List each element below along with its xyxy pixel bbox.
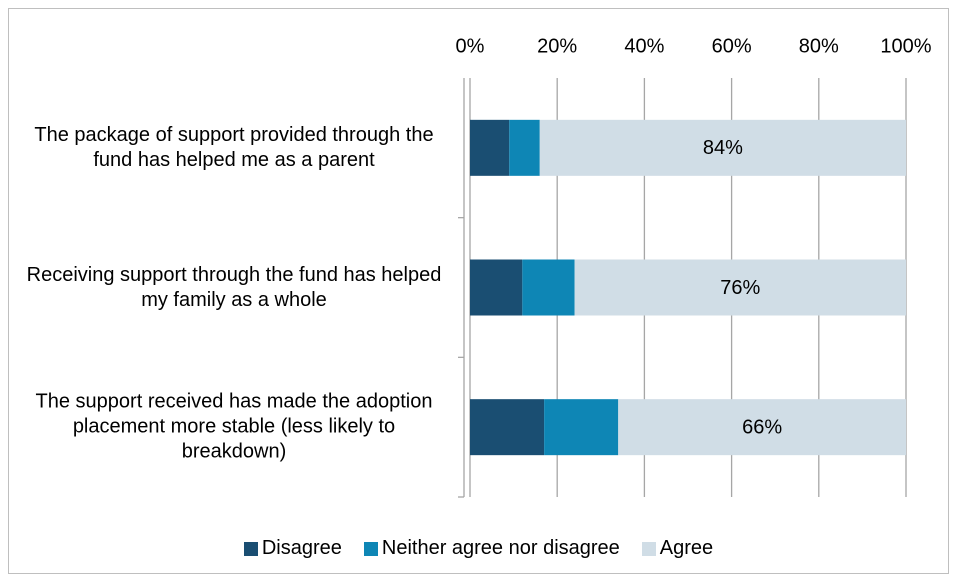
x-tick-label: 40% [624, 35, 664, 57]
data-label: 84% [703, 137, 743, 159]
x-tick-label: 60% [712, 35, 752, 57]
chart-frame [8, 8, 949, 574]
bar-segment [470, 259, 523, 316]
bar-segment [618, 399, 906, 456]
legend: Disagree Neither agree nor disagree Agree [0, 537, 957, 560]
bar-segment [522, 259, 575, 316]
category-label: Receiving support through the fund has h… [26, 263, 442, 311]
bar-segment [509, 119, 540, 176]
legend-item: Neither agree nor disagree [363, 537, 620, 560]
bar-segment [470, 399, 545, 456]
data-label: 76% [720, 277, 760, 299]
bar-segment [470, 119, 510, 176]
legend-item: Agree [641, 537, 714, 560]
bar-segment [539, 119, 906, 176]
x-tick-label: 20% [537, 35, 577, 57]
bar-segment [574, 259, 906, 316]
legend-label: Neither agree nor disagree [381, 537, 620, 559]
x-tick-label: 0% [456, 35, 485, 57]
x-tick-label: 80% [799, 35, 839, 57]
category-label: The package of support provided through … [34, 123, 434, 171]
legend-item: Disagree [243, 537, 342, 560]
legend-label: Agree [659, 537, 714, 559]
x-tick-label: 100% [880, 35, 931, 57]
legend-swatch [641, 541, 656, 556]
legend-label: Disagree [261, 537, 342, 559]
category-label: The support received has made the adopti… [35, 390, 433, 463]
data-label: 66% [742, 416, 782, 438]
legend-swatch [363, 541, 378, 556]
bar-segment [544, 399, 619, 456]
legend-swatch [243, 541, 258, 556]
